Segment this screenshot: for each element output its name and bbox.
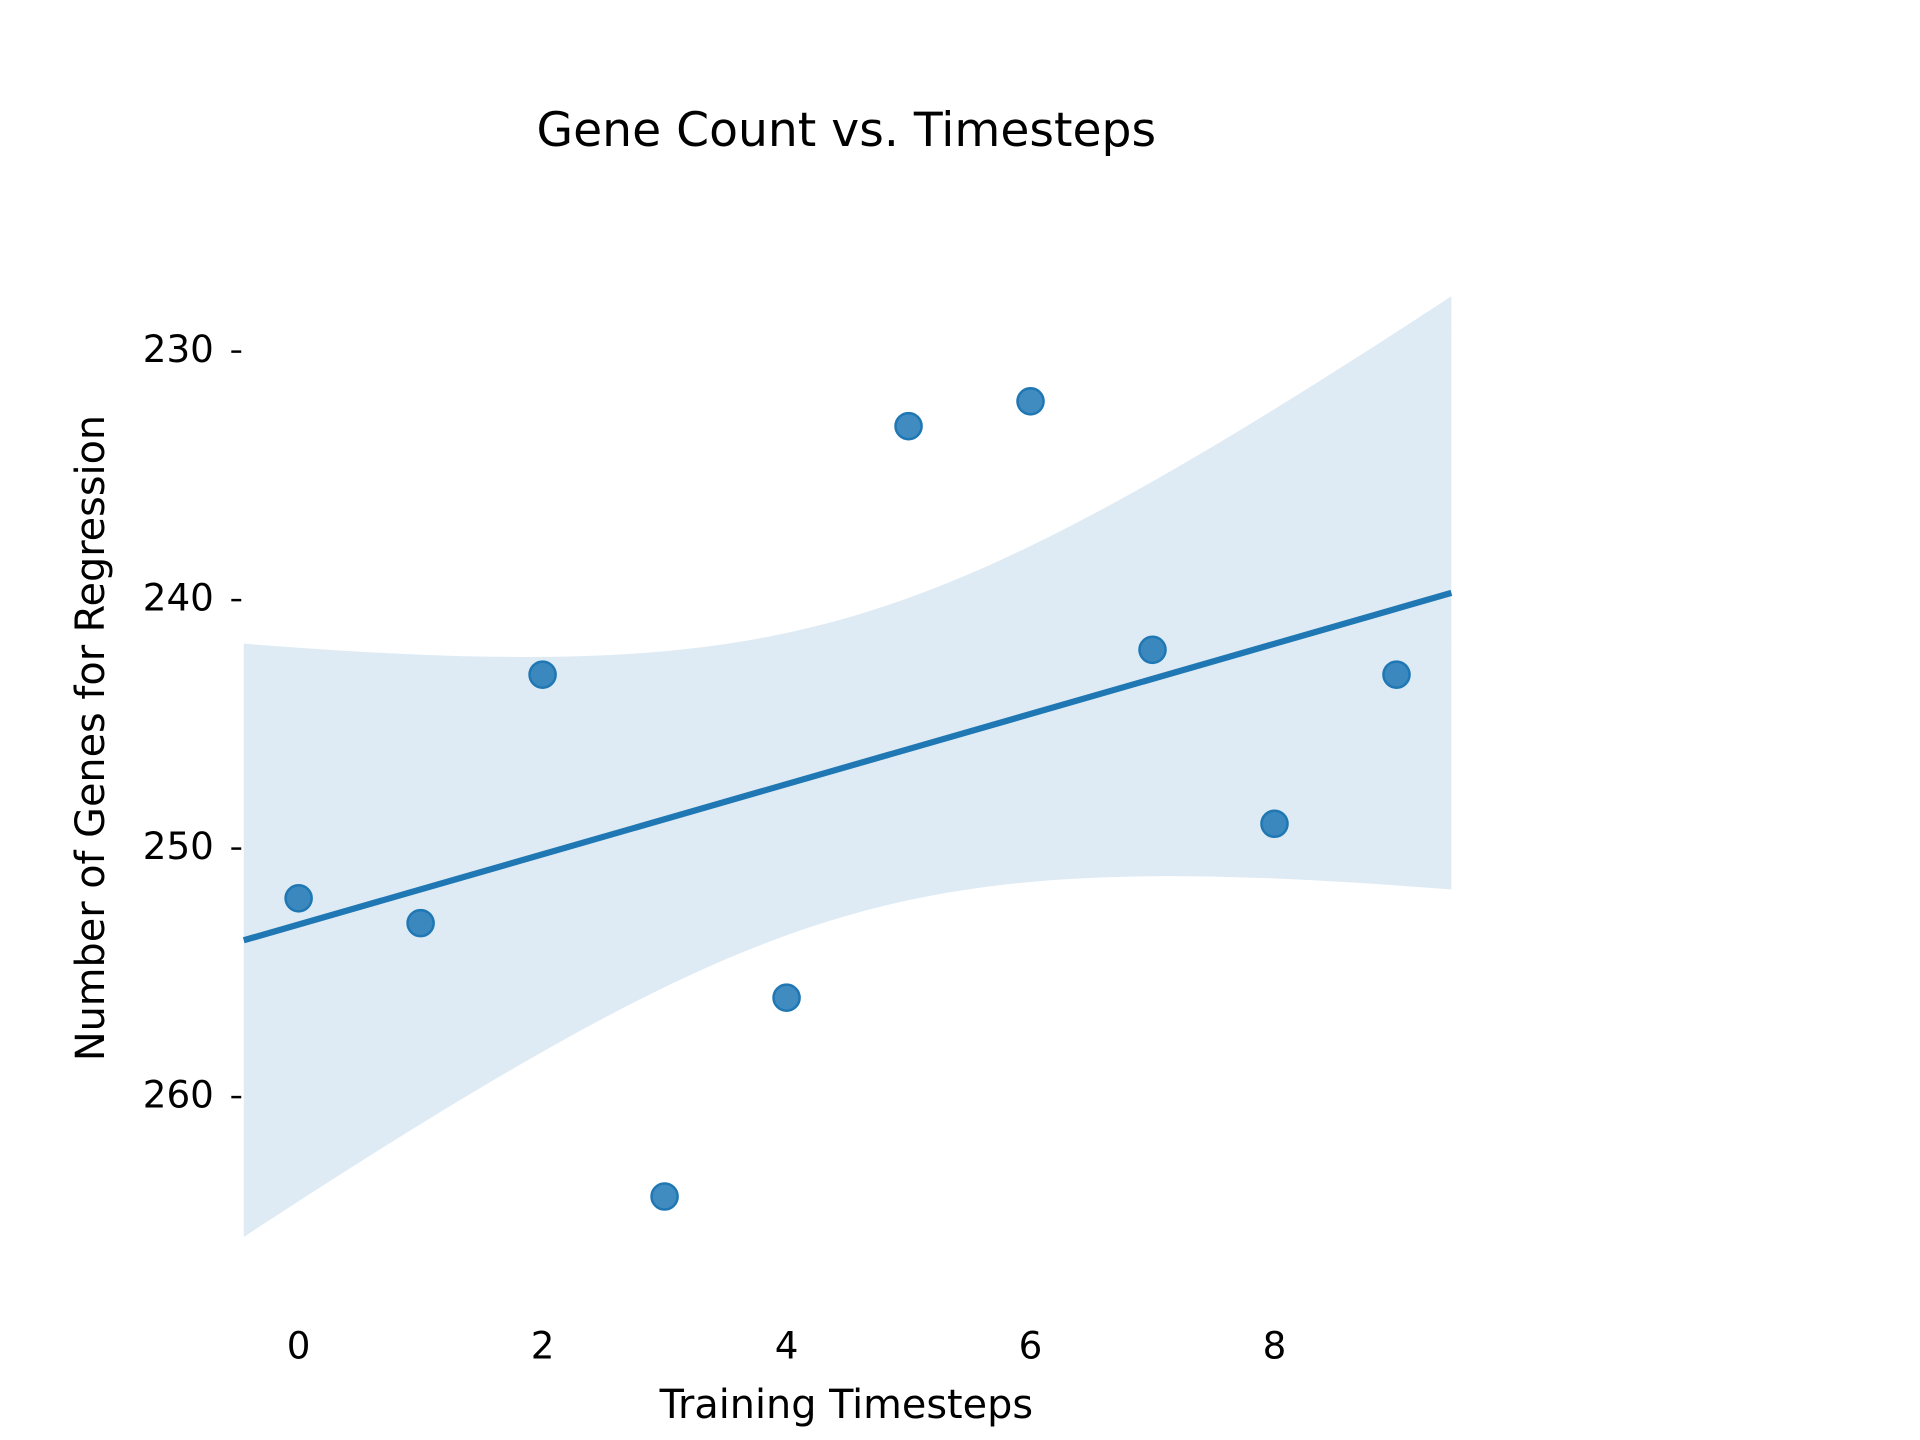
y-tick-label: 240 (143, 576, 214, 620)
x-tick-label: 8 (1263, 1324, 1287, 1368)
data-point (1260, 809, 1289, 839)
y-tick-label: 230 (143, 327, 214, 371)
data-point (284, 884, 313, 913)
x-axis-label: Training Timesteps (659, 1382, 1033, 1428)
data-point (772, 983, 801, 1012)
y-axis-label: Number of Genes for Regression (68, 415, 114, 1061)
data-point (406, 908, 435, 938)
regression-line (242, 589, 1453, 944)
x-tick-label: 0 (287, 1324, 311, 1368)
data-point (528, 660, 557, 689)
data-point (1016, 387, 1045, 416)
x-tick-label: 6 (1019, 1324, 1043, 1368)
x-tick-label: 4 (775, 1324, 799, 1368)
y-tick-label: 250 (143, 824, 214, 868)
data-point (650, 1182, 679, 1211)
x-tick-label: 2 (531, 1324, 555, 1368)
data-point (1382, 660, 1411, 689)
y-tick-label: 260 (143, 1073, 214, 1117)
data-point (894, 411, 923, 441)
data-point (1138, 635, 1167, 665)
chart-title: Gene Count vs. Timesteps (537, 103, 1157, 158)
